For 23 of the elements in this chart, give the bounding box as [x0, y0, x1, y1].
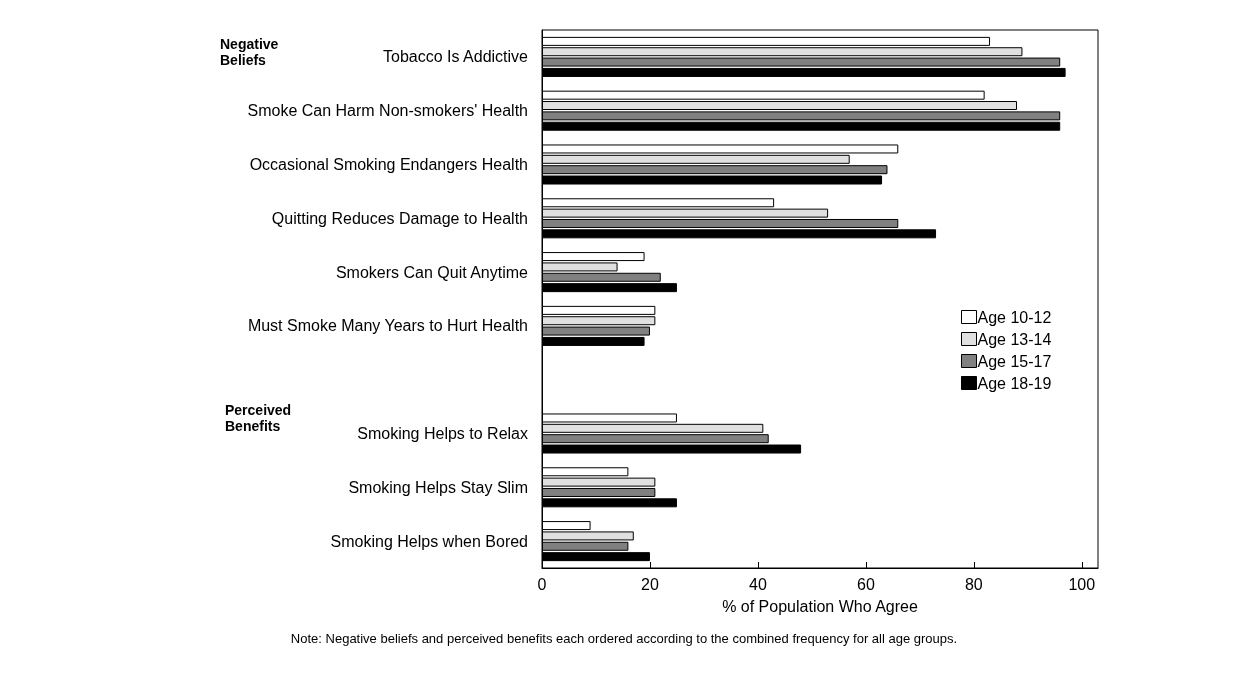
y-tick-label: Smoking Helps Stay Slim	[348, 478, 528, 496]
x-axis-title: % of Population Who Agree	[722, 597, 918, 615]
x-tick-label: 40	[749, 575, 767, 593]
y-tick-label: Quitting Reduces Damage to Health	[271, 209, 528, 227]
legend-label: Age 13-14	[977, 330, 1052, 348]
x-tick-label: 60	[856, 575, 875, 593]
y-tick-label: Smokers Can Quit Anytime	[335, 263, 529, 281]
x-tick-label: 20	[641, 575, 659, 593]
text: Note: Negative beliefs and perceived benefits each ordered according to the combined frequency for all age groups.	[290, 630, 958, 646]
x-tick-label: 80	[964, 575, 983, 593]
x-tick-label: 100	[1068, 575, 1096, 593]
legend-label: Age 15-17	[977, 352, 1052, 370]
y-tick-label: Smoking Helps to Relax	[357, 425, 528, 442]
legend-label: Age 18-19	[977, 374, 1052, 392]
text: Negative Beliefs	[220, 36, 279, 68]
text: Perceived Benefits	[225, 402, 292, 434]
y-tick-label: Must Smoke Many Years to Hurt Health	[247, 317, 528, 335]
y-tick-label: Smoke Can Harm Non-smokers' Health	[247, 102, 528, 120]
legend-label: Age 10-12	[977, 308, 1052, 326]
y-tick-label: Smoking Helps when Bored	[330, 532, 528, 550]
y-tick-label: Occasional Smoking Endangers Health	[249, 156, 528, 173]
x-tick-label: 0	[537, 575, 547, 593]
y-tick-label: Tobacco Is Addictive	[383, 48, 529, 66]
